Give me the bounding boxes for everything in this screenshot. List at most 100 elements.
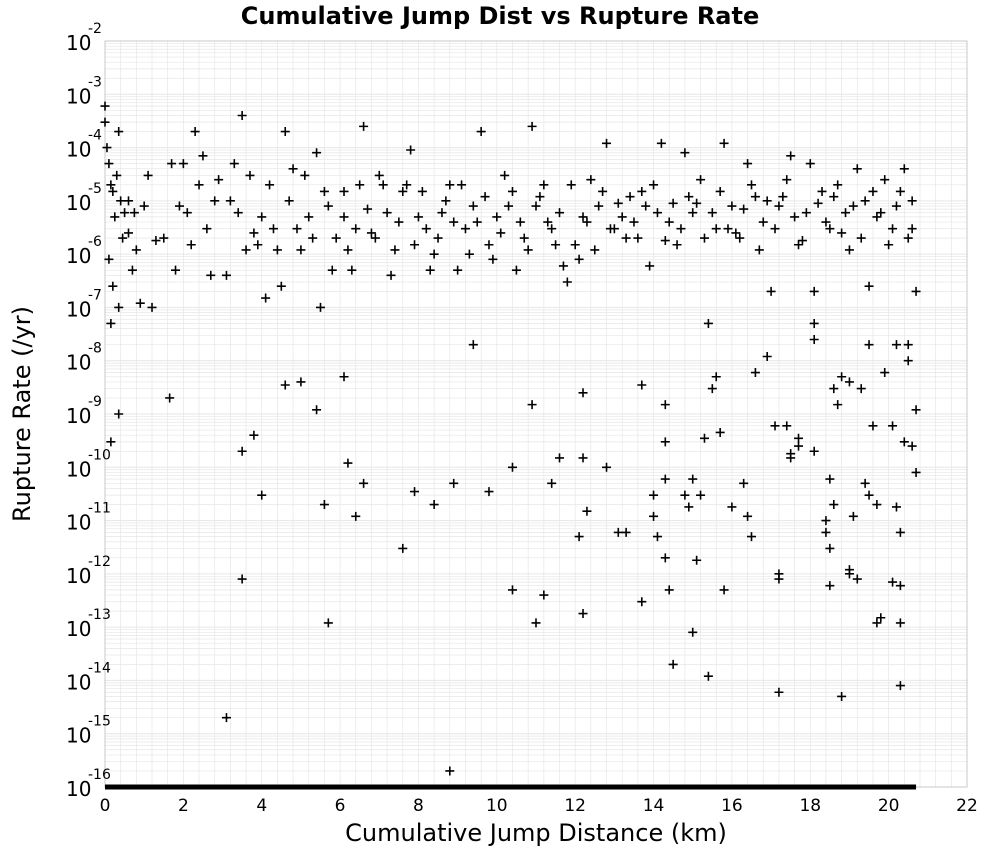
data-point — [809, 335, 819, 345]
data-point — [649, 511, 659, 521]
data-point — [652, 208, 662, 218]
data-point — [739, 204, 749, 214]
data-point — [715, 186, 725, 196]
data-point — [539, 180, 549, 190]
data-point — [206, 270, 216, 280]
data-point — [891, 340, 901, 350]
data-point — [844, 245, 854, 255]
data-point — [359, 121, 369, 131]
data-point — [696, 175, 706, 185]
data-point — [660, 400, 670, 410]
data-point — [120, 208, 130, 218]
data-point — [284, 196, 294, 206]
data-point — [899, 437, 909, 447]
data-point — [707, 208, 717, 218]
y-tick-label: 10 — [66, 191, 91, 215]
data-point — [265, 180, 275, 190]
data-point — [699, 433, 709, 443]
data-point — [355, 180, 365, 190]
data-point — [680, 148, 690, 158]
data-point — [699, 233, 709, 243]
data-point — [794, 441, 804, 451]
data-point — [825, 581, 835, 591]
data-point — [214, 175, 224, 185]
data-point — [296, 377, 306, 387]
data-point — [104, 159, 114, 169]
data-point — [382, 208, 392, 218]
data-point — [727, 201, 737, 211]
data-point — [159, 233, 169, 243]
data-point — [323, 201, 333, 211]
data-point — [891, 502, 901, 512]
y-tick-exponent: -10 — [88, 447, 111, 463]
data-point — [641, 201, 651, 211]
data-point — [296, 245, 306, 255]
data-point — [398, 543, 408, 553]
data-point — [825, 543, 835, 553]
data-point — [112, 170, 122, 180]
data-point — [876, 613, 886, 623]
data-point — [114, 302, 124, 312]
data-point — [312, 148, 322, 158]
data-point — [676, 224, 686, 234]
data-point — [500, 170, 510, 180]
data-point — [539, 590, 549, 600]
x-tick-label: 12 — [564, 796, 586, 816]
data-point — [856, 233, 866, 243]
data-point — [339, 212, 349, 222]
data-point — [754, 245, 764, 255]
data-point — [114, 409, 124, 419]
data-points — [100, 101, 921, 776]
data-point — [464, 249, 474, 259]
data-point — [668, 659, 678, 669]
data-point — [351, 511, 361, 521]
data-point — [605, 224, 615, 234]
data-point — [852, 164, 862, 174]
data-point — [582, 506, 592, 516]
data-point — [739, 478, 749, 488]
y-tick-exponent: -15 — [88, 714, 111, 730]
y-tick-exponent: -13 — [88, 607, 111, 623]
data-point — [272, 245, 282, 255]
data-point — [492, 212, 502, 222]
data-point — [664, 585, 674, 595]
x-tick-label: 6 — [335, 796, 346, 816]
data-point — [574, 532, 584, 542]
data-point — [794, 240, 804, 250]
data-point — [613, 198, 623, 208]
data-point — [402, 180, 412, 190]
data-point — [241, 245, 251, 255]
data-point — [507, 585, 517, 595]
data-point — [417, 186, 427, 196]
data-point — [782, 175, 792, 185]
data-point — [558, 261, 568, 271]
data-point — [864, 340, 874, 350]
data-point — [723, 224, 733, 234]
data-point — [797, 236, 807, 246]
data-point — [895, 186, 905, 196]
data-point — [480, 192, 490, 202]
data-point — [198, 151, 208, 161]
data-point — [374, 170, 384, 180]
data-point — [257, 212, 267, 222]
data-point — [555, 453, 565, 463]
data-point — [778, 192, 788, 202]
data-point — [688, 627, 698, 637]
x-tick-label: 14 — [643, 796, 665, 816]
x-tick-label: 2 — [178, 796, 189, 816]
data-point — [786, 151, 796, 161]
data-point — [288, 164, 298, 174]
data-point — [507, 462, 517, 472]
data-point — [774, 687, 784, 697]
data-point — [445, 766, 455, 776]
data-point — [253, 240, 263, 250]
data-point — [703, 318, 713, 328]
x-axis-label: Cumulative Jump Distance (km) — [345, 819, 727, 847]
data-point — [903, 233, 913, 243]
data-point — [660, 474, 670, 484]
data-point — [594, 201, 604, 211]
data-point — [864, 490, 874, 500]
data-point — [719, 138, 729, 148]
data-point — [127, 265, 137, 275]
